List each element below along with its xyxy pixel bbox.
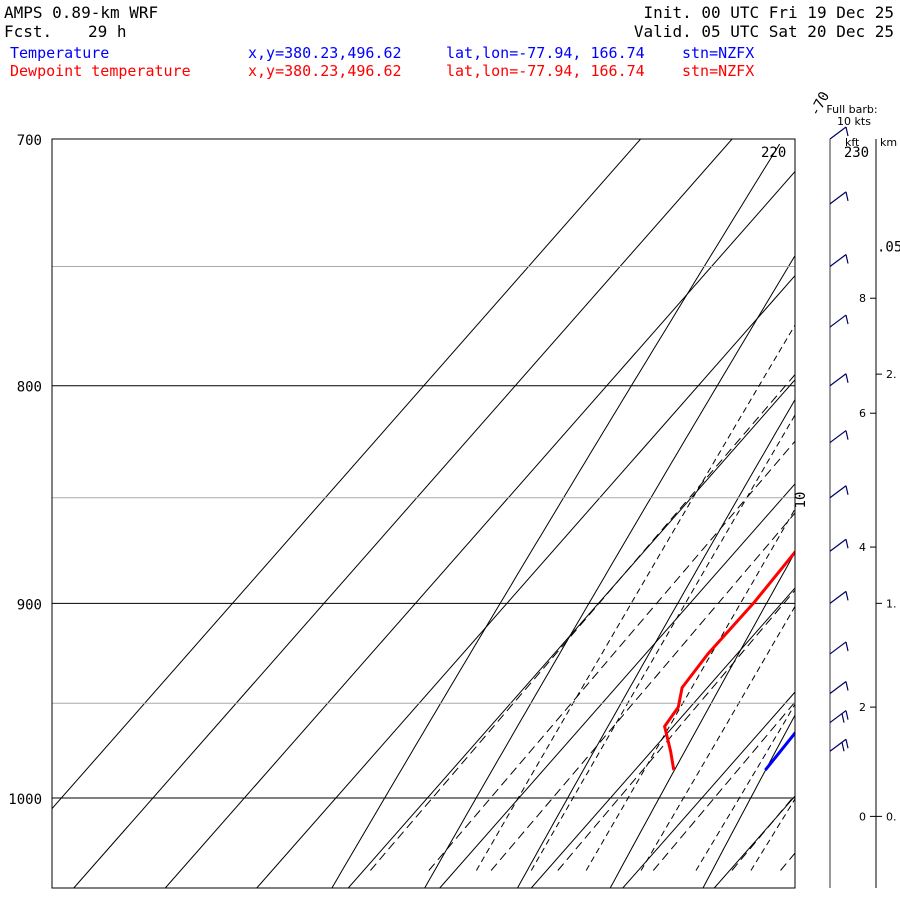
wind-barb [829,314,849,328]
kft-tick-label: 4 [859,541,866,554]
dry-adiabat-line [609,551,795,888]
km-tick-label: 0. [886,810,897,823]
theta-label: 230 [844,145,869,161]
sounding-profiles [663,549,795,772]
dewpoint-profile-line [663,549,795,771]
legend-dewpoint-coords: x,y=380.23,496.62 [248,62,402,80]
isotherm-line [347,378,795,888]
wind-barb [829,191,849,205]
pressure-label: 800 [17,380,42,396]
isotherm-line [530,587,795,888]
wind-barb [829,680,849,694]
isotherm-line [713,795,795,888]
plot-frame [51,138,796,889]
forecast-label: Fcst. [4,22,53,41]
wind-barb [829,538,849,552]
mixing-ratio-label: .05 [877,239,900,255]
km-tick-label: 1. [886,597,897,610]
isotherm-line [439,483,795,888]
moist-adiabats [475,324,795,871]
wind-barb [829,126,849,140]
isotherm-line [164,170,795,888]
pressure-label: 700 [17,133,42,149]
kft-tick-label: 8 [859,292,866,305]
pressure-label: 1000 [8,792,42,808]
isotherm-line [73,139,733,888]
wind-barb [829,590,849,604]
valid-time: Valid. 05 UTC Sat 20 Dec 25 [633,22,894,41]
wind-barbs [829,126,849,888]
barb-legend-line1: Full barb: [826,103,877,116]
wind-barb [829,253,849,267]
legend-dewpoint-name: Dewpoint temperature [10,62,191,80]
dry-adiabat-line [889,144,900,888]
dry-adiabat-line [702,714,795,888]
wind-barb [829,710,849,724]
legend-temperature-latlon: lat,lon=-77.94, 166.74 [446,44,645,62]
mixing-ratio-line [490,512,795,871]
km-axis-label: km [880,136,897,149]
wind-barb [829,641,849,655]
km-tick-label: 2. [886,368,897,381]
moist-adiabat-line [695,703,795,871]
kft-axis-label: kft [845,136,860,149]
height-axis: 8 6 4 2 0 2. 1. 0. [859,139,897,888]
legend-dewpoint-latlon: lat,lon=-77.94, 166.74 [446,62,645,80]
init-time: Init. 00 UTC Fri 19 Dec 25 [643,3,894,22]
kft-tick-label: 0 [859,810,866,823]
wind-barb [829,430,849,444]
mixing-ratio-line [370,373,795,871]
legend-temperature-name: Temperature [10,44,110,62]
dry-adiabat-line [424,254,795,888]
wind-barb [829,738,849,752]
temperature-profile-line [764,730,795,772]
model-title: AMPS 0.89-km WRF [4,3,159,22]
theta-label: 220 [761,145,786,161]
moist-adiabat-line [530,414,795,871]
legend-temperature-coords: x,y=380.23,496.62 [248,44,402,62]
moist-adiabat-line [475,324,795,871]
legend-temperature-stn: stn=NZFX [682,44,755,62]
mixing-ratio-line [557,589,795,871]
mixing-ratio-lines [370,373,795,871]
dry-adiabats [331,143,900,888]
moist-adiabat-line [585,508,795,871]
forecast-hours: 29 h [88,22,127,41]
isotherm-line [622,691,795,888]
isotherm-line [256,274,795,888]
isotherms [52,139,795,888]
wind-barb [829,373,849,387]
isobars [52,138,795,799]
legend-dewpoint-stn: stn=NZFX [682,62,755,80]
isotherm-line [52,139,641,810]
dry-adiabat-line [517,398,795,888]
kft-tick-label: 2 [859,701,866,714]
barb-legend-line2: 10 kts [837,115,871,128]
kft-tick-label: 6 [859,407,866,420]
side-label: 10 [793,492,809,509]
mixing-ratio-line [731,794,795,871]
wind-barb [829,485,849,499]
mixing-ratio-line [428,440,795,871]
pressure-label: 900 [17,597,42,613]
dry-adiabat-line [331,143,781,888]
dry-adiabat-line [796,144,900,888]
